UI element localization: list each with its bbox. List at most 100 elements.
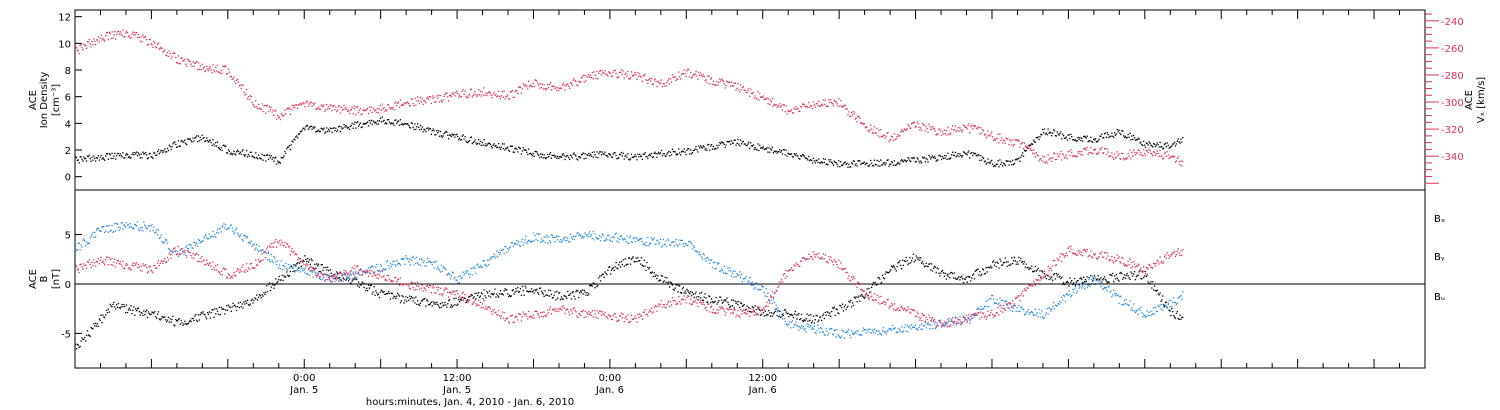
vx-series-point	[180, 57, 182, 59]
by-series-point	[1002, 299, 1004, 302]
ion-density-series-point	[491, 147, 493, 149]
ion-density-series-point	[977, 153, 979, 156]
by-series-point	[941, 324, 943, 326]
ion-density-series-point	[780, 150, 783, 152]
bx-series-point	[897, 262, 899, 264]
by-series-point	[1052, 301, 1055, 304]
vx-series-point	[149, 38, 151, 40]
by-series-point	[781, 318, 784, 320]
bx-series-point	[588, 293, 590, 295]
vx-series-point	[527, 88, 529, 90]
by-series-point	[502, 248, 504, 250]
vx-series-point	[514, 91, 516, 93]
bx-series-point	[647, 266, 649, 269]
ion-density-series-point	[926, 158, 928, 161]
by-series-point	[504, 246, 506, 248]
vx-series-point	[990, 133, 992, 135]
vx-series-point	[939, 128, 941, 130]
by-series-point	[115, 222, 118, 225]
by-series-point	[633, 237, 635, 239]
ion-density-series-point	[1153, 143, 1156, 145]
vx-series-point	[448, 95, 451, 97]
by-series-point	[825, 327, 827, 330]
vx-series-point	[1074, 154, 1077, 157]
ion-density-series-point	[1165, 146, 1167, 148]
vx-series-point	[710, 78, 712, 80]
by-series-point	[214, 233, 216, 236]
bx-series-point	[144, 313, 146, 316]
by-series-point	[367, 267, 370, 269]
vx-series-point	[1011, 144, 1013, 146]
ion-density-series-point	[236, 149, 239, 151]
by-series-point	[729, 266, 731, 269]
ion-density-series-point	[209, 139, 211, 141]
by-series-point	[811, 328, 813, 330]
ion-density-series-point	[75, 157, 78, 159]
bx-series-point	[411, 297, 413, 299]
vx-series-point	[744, 89, 746, 91]
by-series-point	[990, 298, 992, 300]
vx-series-point	[1019, 146, 1021, 148]
ion-density-series-point	[336, 130, 338, 133]
bx-series-point	[962, 278, 964, 280]
vx-series-point	[201, 63, 203, 65]
by-series-point	[277, 260, 279, 262]
vx-series-point	[546, 87, 548, 90]
by-series-point	[930, 324, 932, 326]
bx-series-point	[827, 311, 829, 314]
vx-series-point	[305, 102, 307, 104]
vx-series-point	[226, 73, 229, 75]
bx-series-point	[1011, 257, 1013, 259]
ion-density-series-point	[1013, 162, 1016, 165]
ion-density-series-point	[88, 154, 90, 156]
ion-density-series-point	[272, 156, 274, 159]
vx-series-point	[1130, 157, 1132, 159]
by-series-point	[1004, 300, 1006, 302]
ion-density-series-point	[101, 158, 103, 160]
vx-series-point	[533, 85, 535, 87]
by-series-point	[497, 256, 499, 258]
ion-density-series-point	[798, 157, 800, 160]
vx-series-point	[479, 90, 482, 92]
ion-density-series-point	[1011, 164, 1013, 166]
ion-density-series-point	[183, 141, 185, 143]
top-left-ylabel-line1: ACE	[28, 90, 39, 110]
bx-series-point	[776, 314, 778, 317]
bx-series-point	[999, 258, 1001, 260]
bx-series-point	[280, 279, 282, 281]
vx-series-point	[1060, 150, 1062, 153]
vx-series-point	[559, 87, 561, 89]
ion-density-series-point	[519, 147, 522, 150]
bx-series-point	[528, 290, 531, 292]
by-series-point	[1107, 286, 1109, 288]
ion-density-series-point	[585, 157, 587, 159]
vx-series-point	[272, 109, 274, 111]
ion-density-series-point	[118, 155, 120, 157]
ion-density-series-point	[770, 149, 773, 151]
by-series-point	[659, 238, 662, 240]
bx-series-point	[1074, 284, 1077, 286]
by-series-point	[1111, 296, 1113, 298]
ion-density-series-point	[207, 141, 210, 143]
ion-density-series-point	[235, 154, 237, 156]
ion-density-series-point	[938, 155, 940, 157]
vx-series-point	[1089, 152, 1091, 154]
bx-series-point	[603, 276, 605, 278]
ion-density-series-point	[232, 152, 234, 155]
vx-series-point	[438, 94, 440, 96]
by-series-point	[506, 251, 508, 254]
by-series-point	[231, 227, 233, 229]
vx-series-point	[586, 75, 588, 77]
bx-series-point	[401, 295, 403, 297]
bx-series-point	[927, 265, 929, 268]
by-series-point	[114, 223, 116, 225]
bx-series-point	[1014, 260, 1016, 262]
ion-density-series-point	[408, 124, 410, 127]
ion-density-series-point	[682, 151, 684, 153]
vx-series-point	[402, 104, 404, 106]
vx-series-point	[249, 95, 251, 97]
by-series-point	[1089, 285, 1091, 288]
vx-series-point	[1000, 139, 1002, 141]
by-series-point	[831, 333, 834, 335]
bx-series-point	[682, 286, 684, 289]
